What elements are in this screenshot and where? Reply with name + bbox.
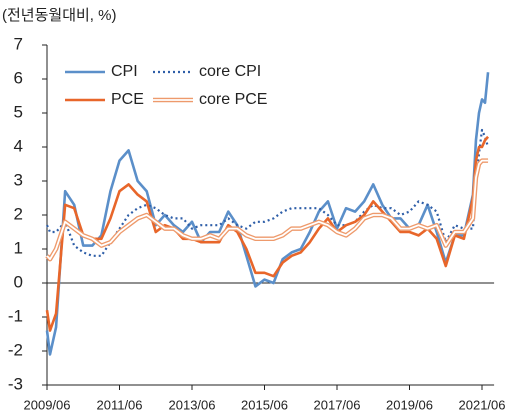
legend-label: core PCE xyxy=(199,91,267,108)
x-tick-label: 2013/06 xyxy=(169,397,216,412)
y-tick-label: 1 xyxy=(14,238,23,257)
series-line xyxy=(45,135,490,332)
y-tick-label: -3 xyxy=(8,374,23,393)
y-tick-label: 3 xyxy=(14,170,23,189)
y-tick-label: 5 xyxy=(14,102,23,121)
legend-label: core CPI xyxy=(199,63,261,80)
legend-label: CPI xyxy=(111,63,138,80)
x-tick-label: 2011/06 xyxy=(96,397,142,412)
y-tick-label: 4 xyxy=(14,136,23,155)
y-tick-label: 6 xyxy=(14,68,23,87)
y-tick-label: -1 xyxy=(8,306,23,325)
legend-label: PCE xyxy=(111,91,144,108)
x-tick-label: 2009/06 xyxy=(24,397,71,412)
y-tick-label: 7 xyxy=(14,34,23,53)
y-tick-label: 2 xyxy=(14,204,23,223)
series-line-inner xyxy=(46,159,489,261)
chart-title: (전년동월대비, %) xyxy=(2,7,116,24)
x-tick-label: 2019/06 xyxy=(386,397,433,412)
y-tick-label: 0 xyxy=(14,272,23,291)
series-line xyxy=(45,128,490,257)
x-tick-label: 2017/06 xyxy=(314,397,361,412)
x-tick-label: 2021/06 xyxy=(459,397,506,412)
x-tick-label: 2015/06 xyxy=(241,397,288,412)
y-tick-label: -2 xyxy=(8,340,23,359)
